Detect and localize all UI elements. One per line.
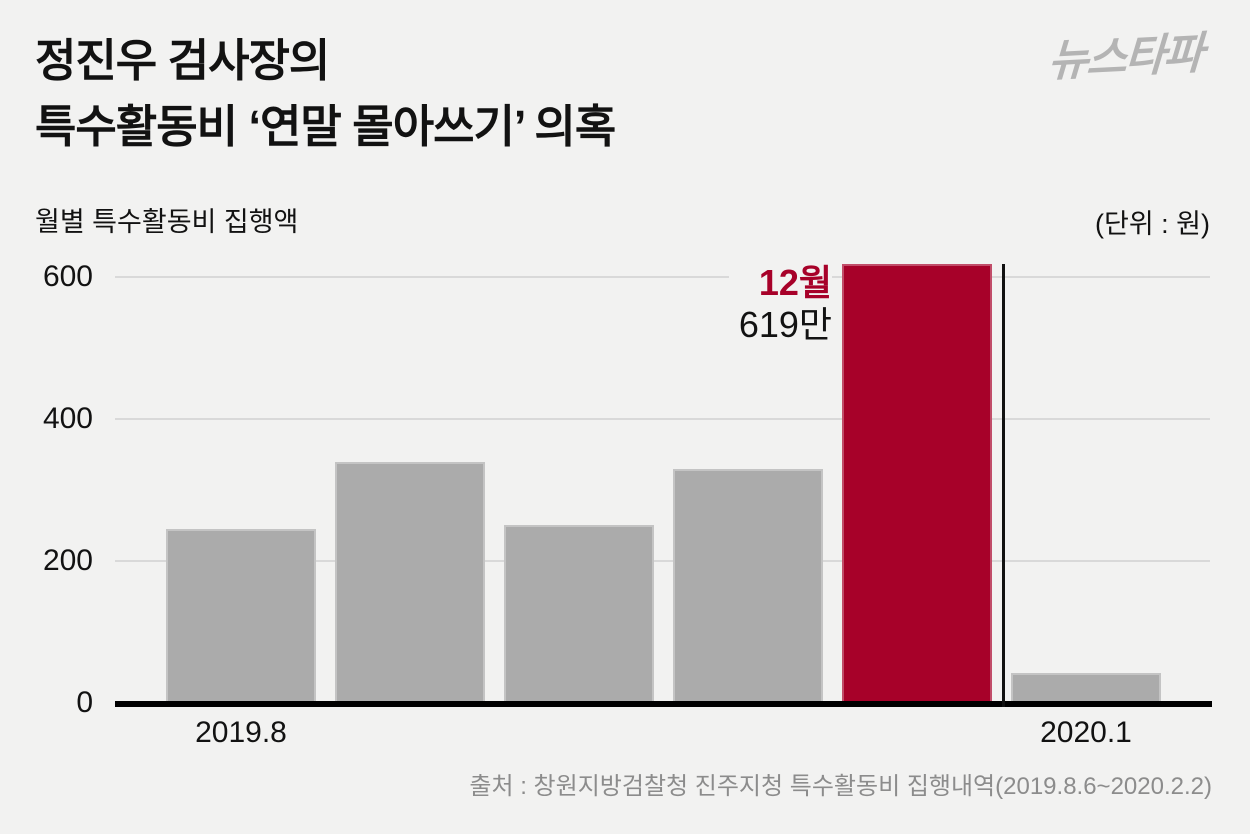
y-tick-label-400: 400	[42, 402, 93, 435]
highlight-annotation: 12월 619만	[728, 262, 832, 346]
y-tick-label-0: 0	[76, 686, 93, 719]
x-axis-line	[115, 701, 1212, 707]
year-separator-line	[1002, 264, 1005, 707]
bar-2019.8	[166, 529, 316, 703]
x-tick-label-2019.8: 2019.8	[195, 716, 287, 749]
bar-2019.10	[504, 525, 654, 703]
bar-2019.9	[335, 462, 485, 703]
y-tick-label-600: 600	[42, 260, 93, 293]
gridline-200	[115, 560, 1210, 562]
bar-2020.1	[1011, 673, 1161, 703]
page-title-line2: 특수활동비 ‘연말 몰아쓰기’ 의혹	[35, 101, 616, 152]
source-caption: 출처 : 창원지방검찰청 진주지청 특수활동비 집행내역(2019.8.6~20…	[469, 773, 1212, 800]
bar-2019.12	[842, 264, 992, 703]
page-title-line1: 정진우 검사장의	[35, 35, 330, 86]
unit-label: (단위 : 원)	[1094, 209, 1210, 239]
y-tick-label-200: 200	[42, 544, 93, 577]
bar-2019.11	[673, 469, 823, 703]
x-tick-label-2020.1: 2020.1	[1040, 716, 1132, 749]
gridline-400	[115, 418, 1210, 420]
annotation-month-label: 12월	[758, 262, 832, 303]
page-title: 정진우 검사장의 특수활동비 ‘연말 몰아쓰기’ 의혹	[35, 28, 616, 160]
gridline-600	[115, 276, 1210, 278]
annotation-value-label: 619만	[738, 304, 832, 345]
chart-subtitle: 월별 특수활동비 집행액	[35, 207, 299, 237]
